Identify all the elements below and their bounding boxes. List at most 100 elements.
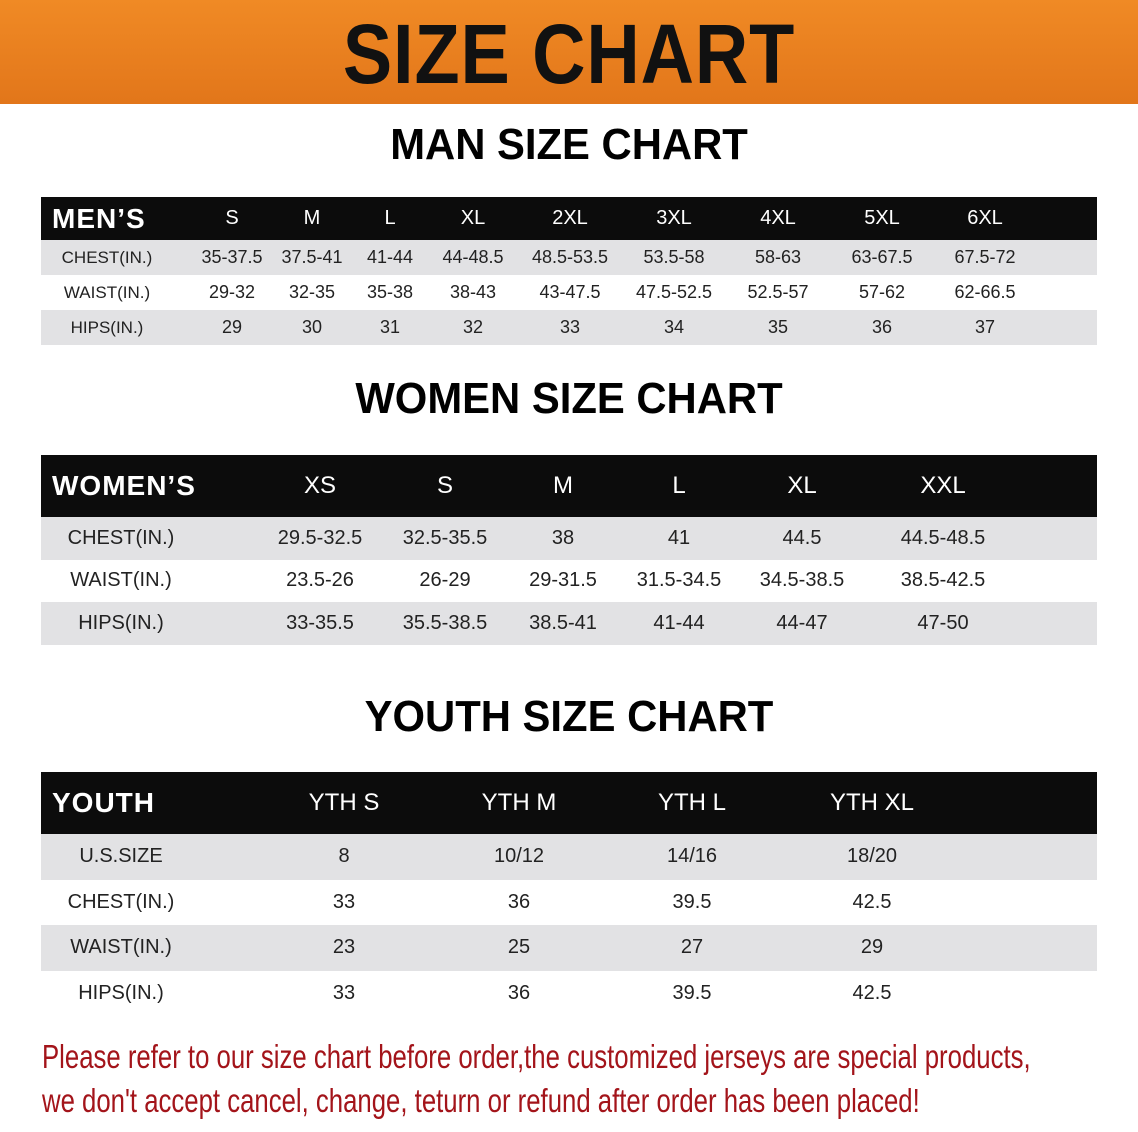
measurement-value: 33 — [332, 890, 356, 913]
size-header-cell: XL — [460, 207, 486, 229]
measurement-value: 47.5-52.5 — [635, 282, 713, 302]
women-header-row: WOMEN’S XS S M L XL XXL — [41, 455, 1097, 517]
measurement-label: WAIST(IN.) — [63, 282, 151, 302]
measurement-value: 38.5-42.5 — [900, 569, 986, 592]
men-table-row: WAIST(IN.) 29-32 32-35 35-38 38-43 43-47.5 47.… — [41, 275, 1097, 310]
measurement-value: 39.5 — [672, 890, 712, 913]
measurement-label: CHEST(IN.) — [67, 526, 175, 549]
youth-size-table: YOUTH YTH S YTH M YTH L YTH XL U.S.SIZE 8 10/12… — [41, 772, 1097, 1016]
measurement-value: 41-44 — [366, 247, 414, 267]
measurement-value: 44-47 — [776, 611, 828, 634]
youth-section-title: YOUTH SIZE CHART — [364, 692, 774, 741]
size-header-cell: YTH L — [657, 789, 726, 816]
measurement-value: 29-31.5 — [529, 569, 597, 592]
size-header-cell: S — [225, 207, 239, 229]
size-header-cell: S — [436, 472, 453, 499]
measurement-value: 44.5 — [782, 526, 822, 549]
measurement-value: 34 — [663, 317, 685, 337]
women-size-table: WOMEN’S XS S M L XL XXL CHEST(IN.) 29.5-32.5 32.5… — [41, 455, 1097, 645]
size-header-cell: XXL — [920, 472, 966, 499]
measurement-value: 58-63 — [754, 247, 802, 267]
measurement-label: U.S.SIZE — [79, 845, 163, 868]
measurement-value: 29-32 — [208, 282, 256, 302]
measurement-value: 41 — [667, 526, 691, 549]
men-header-row: MEN’S S M L XL 2XL 3XL 4XL 5XL 6XL — [41, 197, 1097, 240]
measurement-value: 14/16 — [666, 845, 718, 868]
measurement-label: WAIST(IN.) — [70, 936, 172, 959]
youth-table-row: WAIST(IN.) 23 25 27 29 — [41, 925, 1097, 971]
measurement-value: 34.5-38.5 — [759, 569, 845, 592]
measurement-value: 26-29 — [419, 569, 471, 592]
measurement-value: 52.5-57 — [747, 282, 809, 302]
measurement-value: 33 — [332, 981, 356, 1004]
measurement-value: 44-48.5 — [442, 247, 504, 267]
size-header-cell: YTH XL — [829, 789, 915, 816]
women-table-row: WAIST(IN.) 23.5-26 26-29 29-31.5 31.5-34.5 34… — [41, 559, 1097, 602]
men-table-row: HIPS(IN.) 29 30 31 32 33 34 35 36 37 — [41, 310, 1097, 345]
youth-header-row: YOUTH YTH S YTH M YTH L YTH XL — [41, 772, 1097, 834]
measurement-value: 35-38 — [366, 282, 414, 302]
women-table-row: CHEST(IN.) 29.5-32.5 32.5-35.5 38 41 44.5 44.5… — [41, 517, 1097, 560]
youth-table-row: HIPS(IN.) 33 36 39.5 42.5 — [41, 970, 1097, 1016]
measurement-value: 32-35 — [288, 282, 336, 302]
youth-table-row: CHEST(IN.) 33 36 39.5 42.5 — [41, 879, 1097, 925]
measurement-value: 48.5-53.5 — [531, 247, 609, 267]
measurement-value: 36 — [871, 317, 893, 337]
measurement-value: 29 — [860, 936, 884, 959]
measurement-value: 37 — [974, 317, 996, 337]
youth-table-row: U.S.SIZE 8 10/12 14/16 18/20 — [41, 834, 1097, 880]
measurement-value: 38 — [551, 526, 575, 549]
measurement-label: HIPS(IN.) — [70, 317, 144, 337]
measurement-value: 47-50 — [917, 611, 969, 634]
men-section-title: MAN SIZE CHART — [390, 120, 748, 169]
size-header-cell: L — [384, 207, 396, 229]
measurement-value: 39.5 — [672, 981, 712, 1004]
size-header-cell: M — [553, 472, 573, 499]
measurement-value: 36 — [507, 981, 531, 1004]
measurement-value: 30 — [301, 317, 323, 337]
women-header-label: WOMEN’S — [52, 470, 196, 501]
measurement-value: 31.5-34.5 — [636, 569, 722, 592]
measurement-value: 42.5 — [852, 981, 892, 1004]
measurement-label: CHEST(IN.) — [61, 247, 153, 267]
size-header-cell: L — [672, 472, 686, 499]
measurement-value: 35 — [767, 317, 789, 337]
measurement-value: 63-67.5 — [851, 247, 913, 267]
measurement-value: 42.5 — [852, 890, 892, 913]
size-header-cell: 3XL — [656, 207, 692, 229]
measurement-value: 31 — [379, 317, 401, 337]
size-header-cell: XL — [787, 472, 817, 499]
size-header-cell: YTH M — [481, 789, 557, 816]
measurement-label: CHEST(IN.) — [67, 890, 175, 913]
measurement-value: 37.5-41 — [281, 247, 343, 267]
measurement-value: 27 — [680, 936, 704, 959]
measurement-value: 33-35.5 — [286, 611, 354, 634]
banner: SIZE CHART — [0, 0, 1138, 104]
measurement-value: 32 — [462, 317, 484, 337]
men-table-row: CHEST(IN.) 35-37.5 37.5-41 41-44 44-48.5 48.5… — [41, 240, 1097, 275]
size-header-cell: M — [303, 207, 321, 229]
men-size-table: MEN’S S M L XL 2XL 3XL 4XL 5XL 6XL CHEST(IN.) 35-37… — [41, 197, 1097, 345]
youth-header-label: YOUTH — [52, 787, 155, 818]
measurement-value: 33 — [559, 317, 581, 337]
size-header-cell: YTH S — [308, 789, 380, 816]
measurement-value: 43-47.5 — [539, 282, 601, 302]
measurement-value: 38-43 — [449, 282, 497, 302]
measurement-value: 23 — [332, 936, 356, 959]
measurement-value: 53.5-58 — [643, 247, 705, 267]
women-table-row: HIPS(IN.) 33-35.5 35.5-38.5 38.5-41 41-44 44-… — [41, 602, 1097, 645]
measurement-value: 38.5-41 — [529, 611, 597, 634]
measurement-value: 18/20 — [846, 845, 898, 868]
measurement-value: 25 — [507, 936, 531, 959]
measurement-label: WAIST(IN.) — [70, 569, 172, 592]
men-header-label: MEN’S — [52, 202, 146, 234]
measurement-value: 29 — [221, 317, 243, 337]
measurement-value: 44.5-48.5 — [900, 526, 986, 549]
measurement-value: 10/12 — [493, 845, 545, 868]
size-header-cell: 2XL — [552, 207, 588, 229]
measurement-value: 35-37.5 — [201, 247, 263, 267]
measurement-value: 32.5-35.5 — [402, 526, 488, 549]
disclaimer-line-2: we don't accept cancel, change, teturn o… — [42, 1082, 920, 1119]
size-header-cell: 6XL — [967, 207, 1003, 229]
measurement-value: 23.5-26 — [286, 569, 354, 592]
